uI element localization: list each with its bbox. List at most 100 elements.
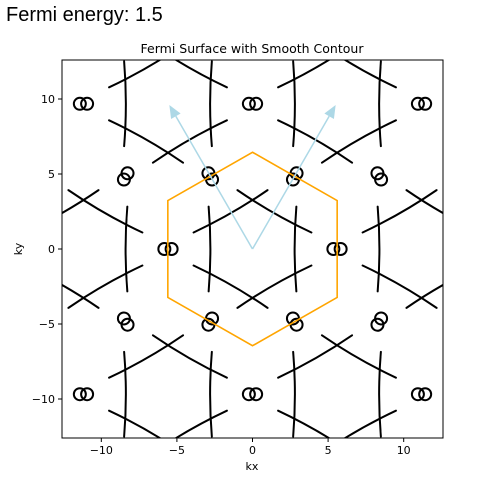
- x-tick-label: 0: [249, 444, 256, 457]
- fermi-contour-arc: [68, 0, 142, 17]
- fermi-pocket: [460, 458, 472, 470]
- reciprocal-vector-head: [324, 105, 336, 120]
- fermi-contour-arc: [209, 60, 213, 148]
- fermi-pocket: [371, 458, 383, 470]
- fermi-contour-arc: [0, 335, 58, 377]
- fermi-contour-arc: [277, 60, 331, 89]
- fermi-contour-arc: [361, 264, 438, 309]
- y-tick-label: 10: [41, 93, 55, 106]
- fermi-pocket: [33, 458, 45, 470]
- y-axis-label: ky: [12, 242, 25, 255]
- y-tick-label: 0: [48, 243, 55, 256]
- fermi-contour-arc: [343, 409, 397, 438]
- fermi-contour-arc: [124, 205, 129, 293]
- fermi-pocket: [37, 22, 49, 34]
- fermi-contour-arc: [447, 411, 491, 453]
- fermi-pocket: [241, 387, 256, 402]
- brillouin-zone-group: [167, 151, 338, 347]
- x-tick-label: 5: [325, 444, 332, 457]
- fermi-pocket: [116, 311, 131, 326]
- fermi-contour-arc: [209, 0, 211, 1]
- fermi-contour-arc: [40, 0, 42, 1]
- fermi-pocket: [122, 28, 134, 40]
- fermi-pocket: [122, 458, 134, 470]
- fermi-pocket: [456, 174, 468, 186]
- x-tick-label: −10: [90, 444, 113, 457]
- fermi-contour-arc: [363, 481, 437, 491]
- fermi-contour-arc: [192, 264, 269, 309]
- fermi-contour-arc: [464, 207, 466, 292]
- fermi-contour-arc: [67, 264, 144, 309]
- fermi-contour-arc: [447, 335, 491, 377]
- fermi-pocket: [370, 166, 385, 181]
- fermi-contour-arc: [376, 205, 381, 293]
- y-tick-label: 5: [48, 168, 55, 181]
- fermi-contour-arc: [447, 120, 491, 162]
- y-tick-label: −5: [39, 318, 55, 331]
- fermi-contour-arc: [237, 481, 311, 491]
- fermi-pocket: [418, 96, 433, 111]
- fermi-energy-value: 1.5: [134, 4, 163, 26]
- fermi-pocket: [249, 96, 264, 111]
- fermi-pocket: [291, 458, 303, 470]
- fermi-pocket: [116, 172, 131, 187]
- fermi-contour-arc: [108, 334, 185, 379]
- fermi-pocket: [287, 22, 299, 34]
- fermi-energy-header: Fermi energy: 1.5: [6, 4, 163, 27]
- fermi-contour-arc: [0, 45, 58, 87]
- fermi-contour-arc: [447, 45, 491, 87]
- fermi-contour-arc: [406, 0, 480, 17]
- fermi-energy-prefix: Fermi energy:: [6, 4, 135, 26]
- fermi-contour-arc: [277, 409, 331, 438]
- fermi-pocket: [164, 242, 179, 256]
- fermi-pocket: [456, 22, 468, 34]
- fermi-contour-arc: [123, 350, 127, 438]
- fermi-contour-arc: [462, 61, 464, 146]
- fermi-pocket: [0, 243, 1, 255]
- fermi-contour-arc: [292, 350, 296, 438]
- fermi-pocket: [72, 387, 87, 402]
- fermi-contour-arc: [207, 205, 212, 293]
- fermi-contour-arc: [237, 0, 311, 17]
- fermi-contour-arc: [0, 411, 14, 453]
- fermi-pocket: [202, 458, 214, 470]
- fermi-contour-arc: [0, 45, 14, 87]
- fermi-contour-arc: [25, 0, 99, 17]
- x-axis-label: kx: [246, 460, 259, 473]
- fermi-contour-arc: [236, 264, 313, 309]
- fermi-pocket: [460, 167, 472, 179]
- fermi-pocket: [241, 96, 256, 111]
- fermi-pocket: [456, 312, 468, 324]
- fermi-contour-arc: [108, 119, 185, 164]
- fermi-pocket: [33, 167, 45, 179]
- fermi-pocket: [410, 387, 425, 402]
- fermi-pocket: [249, 387, 264, 402]
- fermi-contour-arc: [292, 60, 296, 148]
- fermi-contour-arc: [126, 0, 128, 1]
- fermi-contour-arc: [462, 352, 464, 437]
- fermi-contour-arc: [320, 119, 397, 164]
- fermi-pocket: [456, 464, 468, 476]
- fermi-pocket: [202, 28, 214, 40]
- fermi-contour-arc: [174, 60, 228, 89]
- fermi-contour-arc: [378, 0, 380, 1]
- fermi-contour-arc: [0, 411, 58, 453]
- reciprocal-vector-shaft: [251, 115, 330, 250]
- chart-title: Fermi Surface with Smooth Contour: [141, 41, 365, 56]
- fermi-pocket: [206, 464, 218, 476]
- fermi-contour-arc: [378, 60, 382, 148]
- x-tick-label: −5: [169, 444, 185, 457]
- fermi-contour-arc: [343, 60, 397, 89]
- fermi-contour-arc: [0, 120, 14, 162]
- fermi-contour-arc: [108, 60, 162, 89]
- fermi-contour-arc: [293, 205, 298, 293]
- fermi-contour-arc: [209, 350, 213, 438]
- fermi-pocket: [291, 28, 303, 40]
- fermi-contour-arc: [378, 350, 382, 438]
- reciprocal-vector-shaft: [175, 115, 254, 250]
- fermi-contour-arc: [174, 409, 228, 438]
- reciprocal-vectors-group: [169, 105, 336, 250]
- fermi-contour-arc: [123, 60, 127, 148]
- fermi-pocket: [118, 464, 130, 476]
